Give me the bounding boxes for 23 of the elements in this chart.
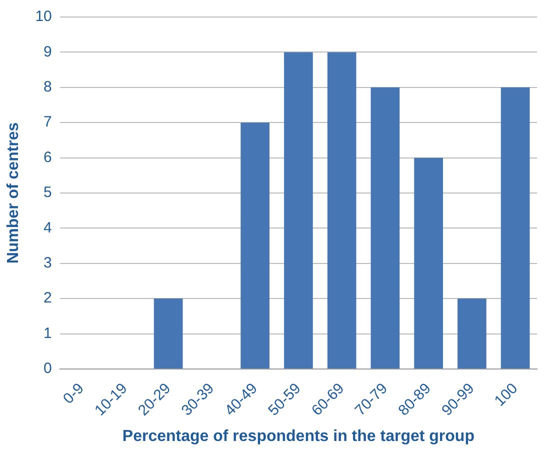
y-tick-label: 5 [44,184,52,202]
y-axis-title: Number of centres [5,122,22,264]
y-tick-label: 1 [44,324,52,342]
y-tick-label: 2 [44,290,52,307]
bar [154,298,183,368]
bar [240,122,270,368]
bar [370,87,400,368]
x-axis-title: Percentage of respondents in the target group [122,428,475,445]
y-tick-label: 8 [44,78,52,96]
bar [414,158,443,368]
bar [327,52,356,368]
y-tick-label: 9 [44,43,52,60]
bar [458,298,486,368]
y-tick-label: 4 [44,219,52,236]
x-tick-label: 100 [491,380,522,410]
y-tick-label: 10 [35,8,52,26]
y-tick-label: 0 [44,360,52,378]
bar [500,87,530,368]
bar [284,52,313,368]
x-tick-label: 0-9 [60,380,88,408]
y-tick-label: 3 [44,254,52,272]
y-tick-label: 7 [44,114,52,131]
y-tick-label: 6 [44,148,52,166]
